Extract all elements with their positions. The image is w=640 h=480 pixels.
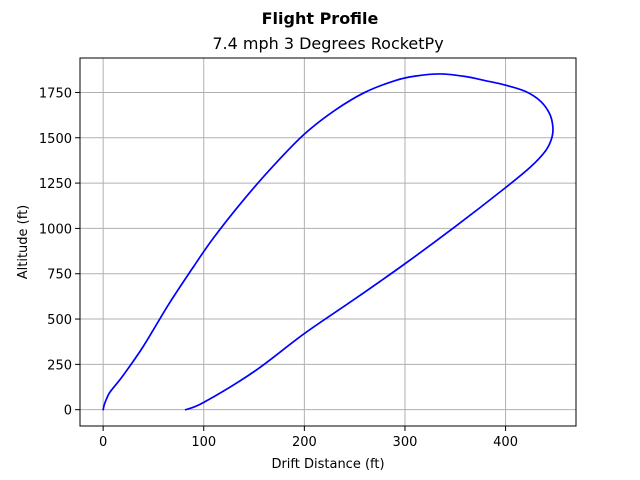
y-tick-label: 1250: [39, 177, 72, 192]
y-tick-label: 0: [64, 404, 72, 419]
series-layer: [102, 73, 554, 411]
flight-trajectory-line: [102, 73, 554, 411]
y-tick-label: 1750: [39, 86, 72, 101]
y-tick-label: 250: [47, 358, 72, 373]
chart-suptitle: Flight Profile: [262, 9, 379, 28]
x-axis-label: Drift Distance (ft): [271, 457, 384, 472]
x-tick-label: 200: [292, 435, 317, 450]
x-tick-label: 400: [493, 435, 518, 450]
x-tick-label: 0: [99, 435, 107, 450]
y-axis-label: Altitude (ft): [16, 205, 31, 280]
x-tick-label: 100: [191, 435, 216, 450]
x-tick-label: 300: [393, 435, 418, 450]
plot-frame: [79, 57, 577, 427]
axis-ticks: 0 100 200 300 400 0 250 500 750 1000 1250 1500 1750: [39, 86, 518, 450]
y-tick-label: 1000: [39, 222, 72, 237]
y-tick-label: 750: [47, 268, 72, 283]
y-tick-label: 500: [47, 313, 72, 328]
y-tick-label: 1500: [39, 132, 72, 147]
chart-title: 7.4 mph 3 Degrees RocketPy: [212, 34, 443, 53]
grid-lines: [80, 58, 576, 426]
